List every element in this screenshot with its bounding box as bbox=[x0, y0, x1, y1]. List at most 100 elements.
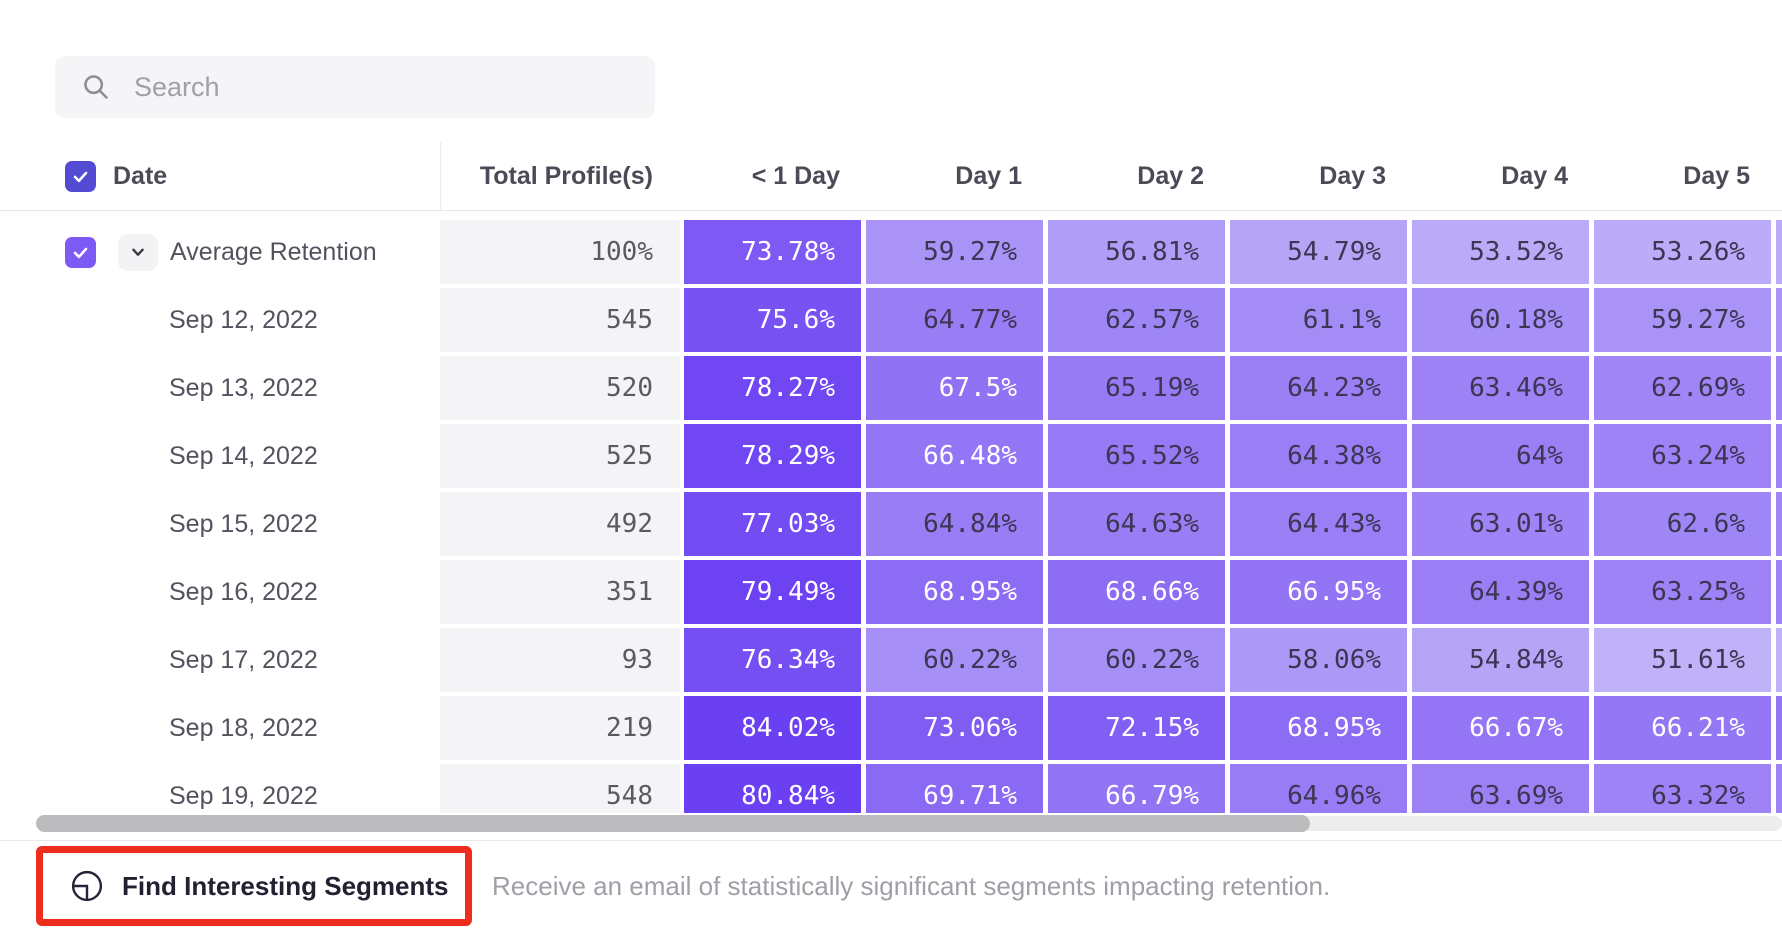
retention-cell[interactable]: 67.5% bbox=[866, 356, 1043, 420]
retention-cell[interactable]: 72.15% bbox=[1048, 696, 1225, 760]
retention-cell[interactable]: 79.49% bbox=[684, 560, 861, 624]
retention-cell[interactable]: 63.46% bbox=[1412, 356, 1589, 420]
search-icon bbox=[84, 75, 108, 99]
retention-cell[interactable]: 64% bbox=[1412, 424, 1589, 488]
retention-cell[interactable]: 62.69% bbox=[1594, 356, 1771, 420]
checkmark-icon bbox=[73, 247, 88, 258]
row-checkbox[interactable] bbox=[65, 236, 96, 268]
select-all-checkbox[interactable] bbox=[65, 160, 96, 192]
retention-cell[interactable]: 64.39% bbox=[1412, 560, 1589, 624]
total-profiles-cell[interactable]: 545 bbox=[440, 288, 680, 352]
retention-cell[interactable]: 65.19% bbox=[1048, 356, 1225, 420]
total-profiles-cell[interactable]: 93 bbox=[440, 628, 680, 692]
retention-cell[interactable]: 68.66% bbox=[1048, 560, 1225, 624]
retention-cell[interactable]: 54.84% bbox=[1412, 628, 1589, 692]
segments-icon bbox=[71, 870, 103, 902]
horizontal-scrollbar-thumb[interactable] bbox=[36, 815, 1310, 832]
retention-cell[interactable]: 77.03% bbox=[684, 492, 861, 556]
retention-cell[interactable]: 58.06% bbox=[1230, 628, 1407, 692]
retention-cell[interactable]: 62.57% bbox=[1048, 288, 1225, 352]
footer-description: Receive an email of statistically signif… bbox=[492, 870, 1331, 901]
next-column-sliver bbox=[1776, 288, 1782, 352]
retention-cell[interactable]: 61.1% bbox=[1230, 288, 1407, 352]
retention-cell[interactable]: 78.29% bbox=[684, 424, 861, 488]
retention-cell[interactable]: 73.78% bbox=[684, 220, 861, 284]
retention-cell[interactable]: 64.96% bbox=[1230, 764, 1407, 813]
date-column-header-cell: Date bbox=[0, 142, 440, 210]
retention-cell[interactable]: 64.63% bbox=[1048, 492, 1225, 556]
retention-cell[interactable]: 66.95% bbox=[1230, 560, 1407, 624]
retention-cell[interactable]: 64.23% bbox=[1230, 356, 1407, 420]
retention-cell[interactable]: 62.6% bbox=[1594, 492, 1771, 556]
retention-cell[interactable]: 66.67% bbox=[1412, 696, 1589, 760]
expand-row-button[interactable] bbox=[118, 233, 158, 271]
retention-cell[interactable]: 54.79% bbox=[1230, 220, 1407, 284]
table-row: Sep 18, 2022 219 84.02% 73.06% 72.15% 68.95… bbox=[0, 696, 1782, 760]
total-profiles-cell[interactable]: 525 bbox=[440, 424, 680, 488]
retention-cell[interactable]: 68.95% bbox=[1230, 696, 1407, 760]
total-profiles-cell[interactable]: 100% bbox=[440, 220, 680, 284]
find-interesting-segments-button[interactable]: Find Interesting Segments bbox=[71, 870, 449, 902]
retention-cell[interactable]: 69.71% bbox=[866, 764, 1043, 813]
retention-cell[interactable]: 51.61% bbox=[1594, 628, 1771, 692]
retention-cell[interactable]: 53.26% bbox=[1594, 220, 1771, 284]
retention-cell[interactable]: 60.18% bbox=[1412, 288, 1589, 352]
total-profiles-cell[interactable]: 219 bbox=[440, 696, 680, 760]
retention-cell[interactable]: 63.01% bbox=[1412, 492, 1589, 556]
total-profiles-cell[interactable]: 520 bbox=[440, 356, 680, 420]
retention-cell[interactable]: 63.24% bbox=[1594, 424, 1771, 488]
date-column-header: Date bbox=[113, 161, 168, 190]
retention-cell[interactable]: 64.84% bbox=[866, 492, 1043, 556]
row-date-cell: Sep 19, 2022 bbox=[0, 764, 440, 813]
retention-cell[interactable]: 76.34% bbox=[684, 628, 861, 692]
next-column-sliver bbox=[1776, 628, 1782, 692]
retention-cell[interactable]: 59.27% bbox=[1594, 288, 1771, 352]
retention-cell[interactable]: 84.02% bbox=[684, 696, 861, 760]
table-row: Sep 12, 2022 545 75.6% 64.77% 62.57% 61.1% 6… bbox=[0, 288, 1782, 352]
row-label: Sep 19, 2022 bbox=[169, 781, 318, 810]
retention-cell[interactable]: 63.32% bbox=[1594, 764, 1771, 813]
retention-cell[interactable]: 68.95% bbox=[866, 560, 1043, 624]
row-date-cell: Sep 13, 2022 bbox=[0, 356, 440, 420]
retention-cell[interactable]: 66.21% bbox=[1594, 696, 1771, 760]
table-row: Sep 16, 2022 351 79.49% 68.95% 68.66% 66.95… bbox=[0, 560, 1782, 624]
next-column-sliver bbox=[1776, 492, 1782, 556]
table-row: Sep 17, 2022 93 76.34% 60.22% 60.22% 58.06%… bbox=[0, 628, 1782, 692]
total-profiles-cell[interactable]: 492 bbox=[440, 492, 680, 556]
row-date-cell: Sep 18, 2022 bbox=[0, 696, 440, 760]
row-date-cell: Sep 17, 2022 bbox=[0, 628, 440, 692]
retention-cell[interactable]: 63.25% bbox=[1594, 560, 1771, 624]
retention-cell[interactable]: 73.06% bbox=[866, 696, 1043, 760]
retention-cell[interactable]: 64.38% bbox=[1230, 424, 1407, 488]
row-label: Sep 16, 2022 bbox=[169, 577, 318, 606]
retention-cell[interactable]: 78.27% bbox=[684, 356, 861, 420]
search-box[interactable] bbox=[55, 56, 655, 118]
next-column-sliver bbox=[1776, 696, 1782, 760]
retention-cell[interactable]: 66.79% bbox=[1048, 764, 1225, 813]
table-header-row: Date Total Profile(s) < 1 Day Day 1 Day 2 Da… bbox=[0, 142, 1782, 211]
next-column-sliver bbox=[1776, 424, 1782, 488]
retention-cell[interactable]: 60.22% bbox=[866, 628, 1043, 692]
retention-cell[interactable]: 65.52% bbox=[1048, 424, 1225, 488]
row-date-cell: Sep 12, 2022 bbox=[0, 288, 440, 352]
retention-cell[interactable]: 64.77% bbox=[866, 288, 1043, 352]
column-headers: Total Profile(s) < 1 Day Day 1 Day 2 Day 3 Da… bbox=[440, 142, 1776, 210]
retention-cell[interactable]: 66.48% bbox=[866, 424, 1043, 488]
row-label: Sep 15, 2022 bbox=[169, 509, 318, 538]
retention-cell[interactable]: 53.52% bbox=[1412, 220, 1589, 284]
retention-cell[interactable]: 59.27% bbox=[866, 220, 1043, 284]
retention-cell[interactable]: 80.84% bbox=[684, 764, 861, 813]
retention-cell[interactable]: 60.22% bbox=[1048, 628, 1225, 692]
table-row: Sep 14, 2022 525 78.29% 66.48% 65.52% 64.38… bbox=[0, 424, 1782, 488]
column-header-day: Day 2 bbox=[1137, 161, 1204, 190]
row-date-cell: Sep 16, 2022 bbox=[0, 560, 440, 624]
search-input[interactable] bbox=[132, 70, 655, 104]
table-row: Sep 13, 2022 520 78.27% 67.5% 65.19% 64.23%… bbox=[0, 356, 1782, 420]
retention-cell[interactable]: 63.69% bbox=[1412, 764, 1589, 813]
retention-cell[interactable]: 56.81% bbox=[1048, 220, 1225, 284]
retention-cell[interactable]: 64.43% bbox=[1230, 492, 1407, 556]
retention-cell[interactable]: 75.6% bbox=[684, 288, 861, 352]
total-profiles-cell[interactable]: 351 bbox=[440, 560, 680, 624]
total-profiles-cell[interactable]: 548 bbox=[440, 764, 680, 813]
